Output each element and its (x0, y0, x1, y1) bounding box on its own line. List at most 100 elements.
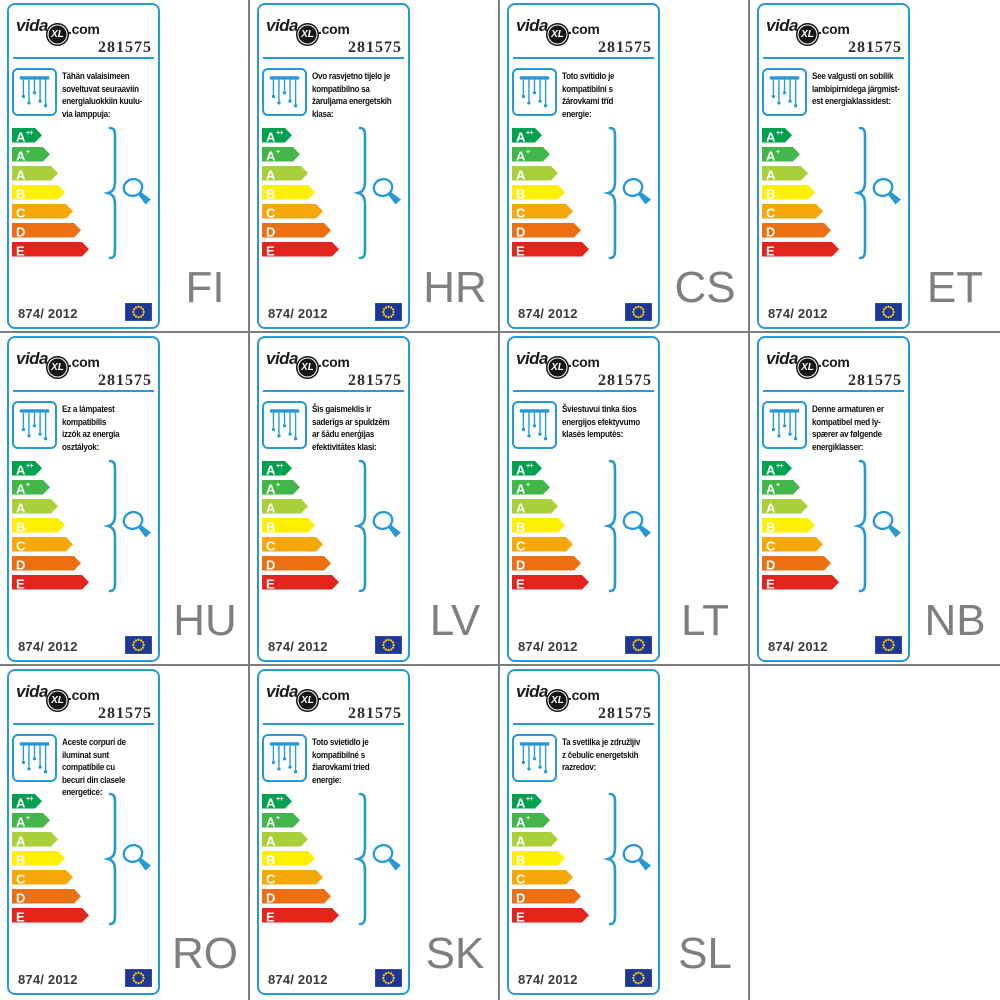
label-cell: vida XL .com 281575 (500, 0, 750, 333)
energy-class-bar-b: B (512, 518, 565, 533)
language-code: ET (926, 263, 984, 312)
energy-class-bar-a: A (512, 499, 558, 514)
compatibility-description: Tähän valaisimeen soveltuvat seuraaviin … (62, 71, 143, 120)
energy-class-bar-c: C (762, 537, 823, 552)
energy-scale: A++ A+ A B C D E (762, 128, 839, 257)
logo-vida-text: vida (266, 16, 299, 35)
logo-vida-text: vida (266, 349, 299, 368)
energy-class-bar-e: E (512, 242, 589, 257)
pendant-lamp-glyph (19, 76, 50, 108)
energy-class-bar-ap: A+ (262, 147, 300, 162)
energy-class-bar-e: E (512, 575, 589, 590)
product-number: 281575 (98, 372, 152, 389)
logo-vida-text: vida (766, 349, 799, 368)
energy-class-bar-ap: A+ (762, 480, 800, 495)
language-code: LV (429, 596, 481, 645)
energy-label-card: vida XL .com 281575 (7, 3, 160, 329)
product-number: 281575 (348, 39, 402, 56)
vidaxl-logo: vida XL .com (516, 349, 600, 379)
vidaxl-logo: vida XL .com (516, 682, 600, 712)
header-divider (13, 723, 154, 725)
light-bulb-icon (122, 510, 151, 538)
pendant-lamp-icon (262, 68, 307, 116)
logo-xl-badge: XL (296, 356, 320, 379)
energy-class-bar-b: B (262, 851, 315, 866)
energy-class-bar-d: D (262, 223, 331, 238)
energy-scale: A++ A+ A B C D E (512, 794, 589, 923)
label-cell: vida XL .com 281575 (500, 333, 750, 666)
logo-xl-badge: XL (46, 23, 70, 46)
energy-class-bar-a: A (12, 832, 58, 847)
energy-scale: A++ A+ A B C D E (762, 461, 839, 590)
regulation-number: 874/ 2012 (268, 972, 328, 987)
vidaxl-logo: vida XL .com (266, 682, 350, 712)
compatibility-description: Ovo rasvjetno tijelo je kompatibilno sa … (312, 71, 392, 120)
eu-flag-icon (375, 636, 402, 654)
label-cell: vida XL .com 281575 (500, 666, 750, 1000)
brace-icon (103, 126, 117, 260)
energy-scale: A++ A+ A B C D E (12, 794, 89, 923)
energy-class-bar-app: A++ (12, 794, 42, 809)
energy-class-bar-ap: A+ (512, 480, 550, 495)
vidaxl-logo: vida XL .com (16, 682, 100, 712)
header-divider (763, 57, 904, 59)
pendant-lamp-icon (512, 734, 557, 782)
product-number: 281575 (598, 705, 652, 722)
energy-class-bar-ap: A+ (512, 147, 550, 162)
light-bulb-icon (872, 177, 901, 205)
energy-scale: A++ A+ A B C D E (512, 461, 589, 590)
logo-vida-text: vida (16, 16, 49, 35)
label-cell: vida XL .com 281575 (0, 333, 250, 666)
light-bulb-icon (122, 843, 151, 871)
eu-flag-icon (875, 636, 902, 654)
language-code: SL (678, 929, 732, 978)
language-code: LT (680, 596, 730, 645)
energy-class-bar-a: A (512, 166, 558, 181)
energy-class-bar-app: A++ (762, 128, 792, 143)
energy-class-bar-c: C (12, 204, 73, 219)
logo-xl-badge: XL (796, 23, 820, 46)
product-number: 281575 (348, 372, 402, 389)
pendant-lamp-glyph (519, 409, 550, 441)
label-cell: vida XL .com 281575 (0, 666, 250, 1000)
brace-icon (353, 126, 367, 260)
pendant-lamp-glyph (769, 76, 800, 108)
energy-class-bar-ap: A+ (762, 147, 800, 162)
logo-com-text: .com (568, 687, 600, 703)
energy-class-bar-b: B (12, 851, 65, 866)
vidaxl-logo: vida XL .com (16, 16, 100, 46)
label-cell: vida XL .com 281575 (0, 0, 250, 333)
energy-class-bar-app: A++ (512, 128, 542, 143)
pendant-lamp-icon (762, 401, 807, 449)
regulation-number: 874/ 2012 (268, 306, 328, 321)
energy-class-bar-b: B (262, 185, 315, 200)
logo-xl-badge: XL (796, 356, 820, 379)
header-divider (13, 390, 154, 392)
energy-class-bar-e: E (12, 242, 89, 257)
energy-label-card: vida XL .com 281575 (7, 336, 160, 662)
light-bulb-icon (872, 510, 901, 538)
energy-class-bar-e: E (512, 908, 589, 923)
energy-scale: A++ A+ A B C D E (262, 461, 339, 590)
energy-label-card: vida XL .com 281575 (257, 336, 410, 662)
energy-class-bar-e: E (262, 242, 339, 257)
energy-label-card: vida XL .com 281575 (257, 669, 410, 995)
regulation-number: 874/ 2012 (768, 306, 828, 321)
pendant-lamp-icon (12, 401, 57, 449)
energy-class-bar-app: A++ (262, 128, 292, 143)
brace-icon (103, 459, 117, 593)
eu-flag-icon (875, 303, 902, 321)
energy-class-bar-app: A++ (12, 128, 42, 143)
compatibility-description: Ta svetilka je združljiv z čebulic energ… (562, 737, 641, 774)
pendant-lamp-icon (12, 68, 57, 116)
pendant-lamp-icon (12, 734, 57, 782)
pendant-lamp-glyph (769, 409, 800, 441)
regulation-number: 874/ 2012 (268, 639, 328, 654)
regulation-number: 874/ 2012 (18, 972, 78, 987)
logo-vida-text: vida (16, 349, 49, 368)
logo-com-text: .com (568, 21, 600, 37)
energy-class-bar-c: C (12, 870, 73, 885)
logo-com-text: .com (818, 21, 850, 37)
pendant-lamp-glyph (269, 76, 300, 108)
energy-class-bar-ap: A+ (12, 813, 50, 828)
